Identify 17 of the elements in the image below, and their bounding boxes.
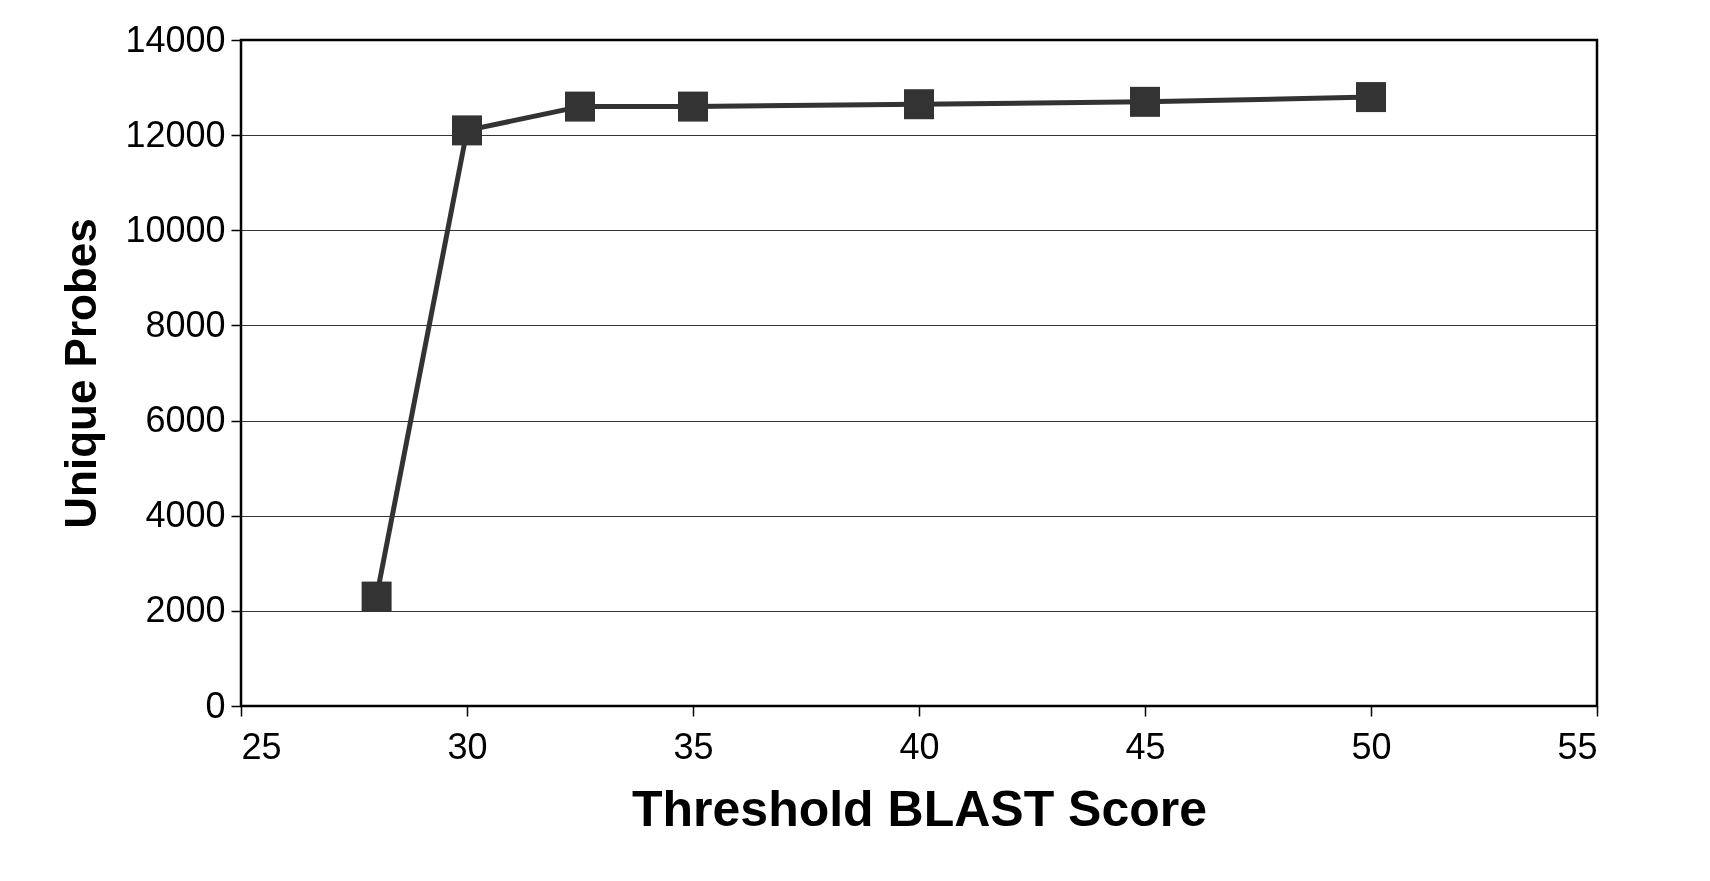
x-tick-label: 50	[1351, 725, 1392, 767]
x-tick-label: 35	[673, 725, 714, 767]
y-tick-label: 2000	[145, 589, 226, 631]
y-tick-label: 6000	[145, 399, 226, 441]
x-tick-label: 30	[447, 725, 488, 767]
y-tick-label: 12000	[125, 113, 226, 155]
y-tick-label: 0	[205, 684, 226, 726]
y-axis-title: Unique Probes	[56, 218, 106, 529]
y-tick-label: 10000	[125, 208, 226, 250]
x-axis-title: Threshold BLAST Score	[631, 780, 1208, 837]
y-tick-label: 4000	[145, 494, 226, 536]
x-tick-label: 45	[1125, 725, 1166, 767]
x-tick-label: 25	[241, 725, 282, 767]
x-tick-label: 40	[899, 725, 940, 767]
y-tick-label: 8000	[145, 303, 226, 345]
x-tick-label: 55	[1557, 725, 1598, 767]
y-tick-label: 14000	[125, 18, 226, 60]
